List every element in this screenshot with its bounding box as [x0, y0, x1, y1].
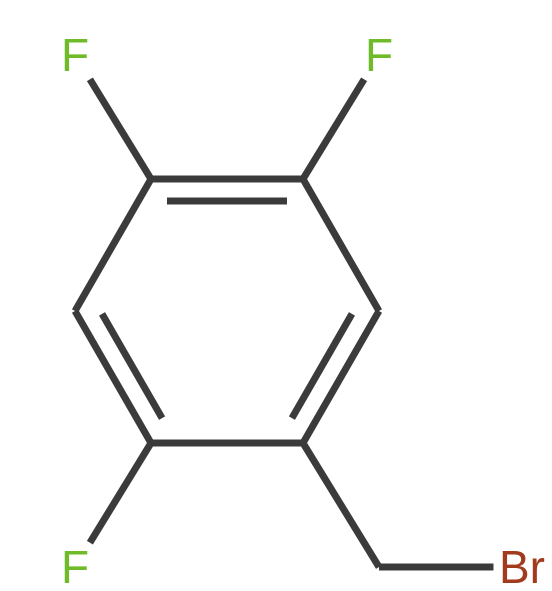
bromine-label: Br: [499, 541, 545, 591]
molecule-canvas: F F F Br: [0, 0, 552, 591]
bond: [303, 443, 379, 567]
bond: [90, 79, 151, 179]
fluorine-label: F: [61, 541, 89, 591]
bond: [75, 179, 151, 311]
bond: [102, 314, 162, 418]
bond: [303, 79, 364, 179]
bond: [303, 179, 379, 311]
bond: [90, 443, 151, 543]
bond: [292, 314, 352, 418]
fluorine-label: F: [61, 29, 89, 81]
fluorine-label: F: [365, 29, 393, 81]
